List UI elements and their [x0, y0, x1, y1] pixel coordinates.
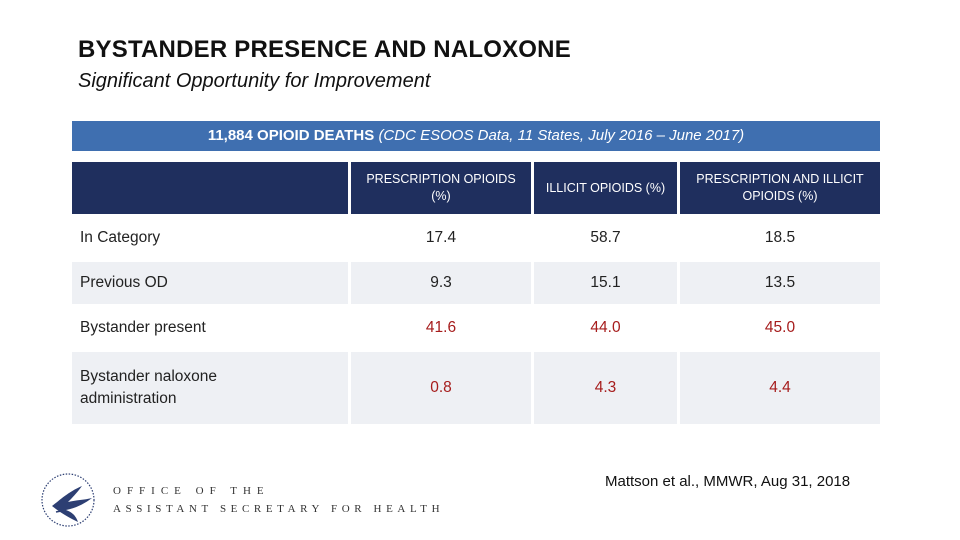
banner-italic-text: (CDC ESOOS Data, 11 States, July 2016 – …	[378, 127, 745, 144]
table-cell: 17.4	[351, 217, 531, 259]
cell-value: 4.3	[594, 379, 617, 396]
table-header-cell: ILLICIT OPIOIDS (%)	[534, 162, 677, 214]
table-cell: 58.7	[534, 217, 677, 259]
row-label: Previous OD	[72, 262, 348, 304]
cell-value: 58.7	[590, 229, 621, 246]
table-header-row: PRESCRIPTION OPIOIDS (%) ILLICIT OPIOIDS…	[72, 162, 880, 214]
data-source-banner: 11,884 OPIOID DEATHS (CDC ESOOS Data, 11…	[72, 121, 880, 151]
banner-bold-text: 11,884 OPIOID DEATHS	[207, 127, 375, 144]
hhs-eagle-seal-icon	[41, 473, 95, 527]
office-line-1: OFFICE OF THE	[113, 485, 270, 497]
cell-value: 15.1	[590, 274, 621, 291]
cell-value: 13.5	[764, 274, 796, 291]
table-header-cell: PRESCRIPTION OPIOIDS (%)	[351, 162, 531, 214]
table-row: In Category 17.4 58.7 18.5	[72, 217, 880, 259]
cell-value: 41.6	[425, 319, 457, 336]
cell-value: 44.0	[590, 319, 621, 336]
table-cell: 15.1	[534, 262, 677, 304]
cell-value: 17.4	[425, 229, 457, 246]
page-title: BYSTANDER PRESENCE AND NALOXONE	[78, 36, 571, 63]
table-cell: 45.0	[680, 307, 880, 349]
table-cell: 41.6	[351, 307, 531, 349]
opioid-deaths-table: PRESCRIPTION OPIOIDS (%) ILLICIT OPIOIDS…	[72, 162, 880, 427]
cell-value: 0.8	[430, 379, 452, 396]
office-line-2: ASSISTANT SECRETARY FOR HEALTH	[113, 503, 445, 515]
citation: Mattson et al., MMWR, Aug 31, 2018	[605, 473, 851, 490]
table-cell: 44.0	[534, 307, 677, 349]
table-row: Previous OD 9.3 15.1 13.5	[72, 262, 880, 304]
page-subtitle: Significant Opportunity for Improvement	[78, 70, 431, 92]
table-cell: 9.3	[351, 262, 531, 304]
table-header-cell: PRESCRIPTION AND ILLICIT OPIOIDS (%)	[680, 162, 880, 214]
cell-value: 9.3	[430, 274, 452, 291]
table-cell: 0.8	[351, 352, 531, 424]
table-cell: 13.5	[680, 262, 880, 304]
cell-value: 4.4	[769, 379, 791, 396]
cell-value: 45.0	[764, 319, 796, 336]
table-cell: 4.4	[680, 352, 880, 424]
cell-value: 18.5	[764, 229, 796, 246]
table-row: Bystander naloxone administration 0.8 4.…	[72, 352, 880, 424]
table-cell: 18.5	[680, 217, 880, 259]
table-row: Bystander present 41.6 44.0 45.0	[72, 307, 880, 349]
row-label: Bystander present	[72, 307, 348, 349]
table-header-cell	[72, 162, 348, 214]
row-label: Bystander naloxone administration	[72, 352, 348, 424]
table-cell: 4.3	[534, 352, 677, 424]
row-label: In Category	[72, 217, 348, 259]
